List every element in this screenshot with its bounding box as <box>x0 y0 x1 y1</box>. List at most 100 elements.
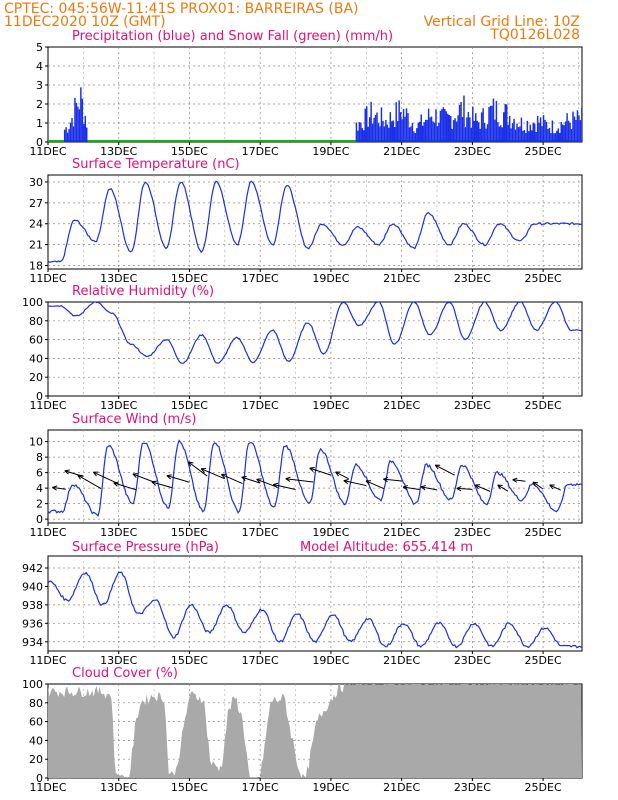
pressure-xtick-label: 23DEC <box>454 654 491 667</box>
wind-ytick-label: 6 <box>36 467 43 480</box>
precip-bar <box>411 122 414 142</box>
pressure-xtick-label: 21DEC <box>383 654 420 667</box>
wind-plot <box>48 439 582 517</box>
wind-direction-arrow <box>549 484 561 491</box>
pressure-xtick-label: 25DEC <box>525 654 562 667</box>
precip-bar <box>398 100 400 142</box>
pressure-ytick-label: 936 <box>22 617 43 630</box>
precip-bar <box>407 113 409 142</box>
precip-bar <box>385 119 387 142</box>
rh-xtick-label: 15DEC <box>171 399 208 412</box>
precip-bar <box>497 122 499 142</box>
precip-bar <box>503 112 505 142</box>
precip-bar <box>501 127 504 142</box>
precip-bar <box>520 117 523 142</box>
wind-ytick-label: 4 <box>36 482 43 495</box>
temp-ytick-label: 24 <box>29 218 43 231</box>
precip-bar <box>488 107 490 142</box>
precip-bar <box>476 120 478 142</box>
cloud-xtick-label: 15DEC <box>171 781 208 794</box>
precip-bar <box>448 115 450 142</box>
wind-direction-arrow <box>52 485 66 491</box>
header-grid-note: Vertical Grid Line: 10Z <box>424 14 580 30</box>
header-run-time: 11DEC2020 10Z (GMT) <box>4 14 166 30</box>
precip-bar <box>83 124 85 142</box>
wind-title: Surface Wind (m/s) <box>72 412 196 427</box>
precip-bar <box>382 120 384 142</box>
precip-bar <box>461 117 464 142</box>
wind-direction-arrow <box>200 467 226 480</box>
rh-xtick-label: 11DEC <box>29 399 66 412</box>
precip-bar <box>74 97 76 142</box>
precip-bar <box>430 116 433 142</box>
precip-bar <box>388 127 390 142</box>
temp-xtick-label: 21DEC <box>383 272 420 285</box>
precip-bar <box>457 115 459 142</box>
header-model-id: TQ0126L028 <box>489 27 580 43</box>
precip-bar <box>413 131 415 142</box>
precip-bar <box>380 107 383 142</box>
precip-bar <box>511 123 514 142</box>
temp-xtick-label: 23DEC <box>454 272 491 285</box>
precip-bar <box>439 110 442 142</box>
precip-bar <box>578 115 580 142</box>
wind-direction-arrow <box>420 485 438 491</box>
rh-xtick-label: 23DEC <box>454 399 491 412</box>
temp-ytick-label: 18 <box>29 260 43 273</box>
precip-bar <box>405 108 408 142</box>
wind-direction-arrow <box>365 480 385 490</box>
precip-bar <box>563 125 565 142</box>
precip-xtick-label: 21DEC <box>383 145 420 158</box>
wind-direction-arrow <box>166 474 190 483</box>
pressure-ytick-label: 934 <box>22 636 43 649</box>
precip-bar <box>427 108 430 142</box>
precip-bar <box>579 120 582 142</box>
precip-bar <box>417 122 420 142</box>
precip-bar <box>429 117 431 142</box>
precip-bar <box>77 106 79 142</box>
cloud-xtick-label: 25DEC <box>525 781 562 794</box>
precip-bar <box>483 122 486 142</box>
precip-bar <box>507 124 509 142</box>
precip-bar <box>551 120 554 142</box>
precip-bar <box>404 116 406 142</box>
precip-bar <box>576 110 579 142</box>
precip-bar <box>542 115 545 142</box>
wind-direction-arrow <box>512 477 526 483</box>
wind-direction-arrow <box>132 473 155 483</box>
precip-bar <box>442 107 445 142</box>
precip-bar <box>508 115 511 142</box>
temp-xtick-label: 17DEC <box>242 272 279 285</box>
precip-bar <box>416 128 418 142</box>
wind-direction-arrow <box>285 476 314 483</box>
precip-bar <box>80 87 82 142</box>
pressure-xtick-label: 19DEC <box>312 654 349 667</box>
precip-bar <box>528 131 530 142</box>
precip-bar <box>441 109 443 142</box>
precip-bar <box>420 114 422 142</box>
wind-xtick-label: 19DEC <box>312 526 349 539</box>
precip-bar <box>544 119 546 142</box>
precip-bar <box>513 118 515 142</box>
wind-xtick-label: 11DEC <box>29 526 66 539</box>
precip-bar <box>472 106 474 142</box>
precip-bar <box>463 95 465 142</box>
precip-bar <box>414 133 417 142</box>
precip-bar <box>553 133 555 142</box>
wind-series-line <box>48 439 582 517</box>
rh-xtick-label: 17DEC <box>242 399 279 412</box>
cloud-ytick-label: 100 <box>22 678 43 691</box>
wind-xtick-label: 25DEC <box>525 526 562 539</box>
precip-bar <box>379 126 381 142</box>
cloud-cover-area <box>48 684 582 778</box>
precip-xtick-label: 15DEC <box>171 145 208 158</box>
precip-bar <box>65 127 67 142</box>
precip-bar <box>492 98 495 142</box>
temp-xtick-label: 13DEC <box>100 272 137 285</box>
precip-bar <box>357 130 359 142</box>
precip-bar <box>455 121 458 142</box>
temp-series-line <box>48 180 582 263</box>
wind-direction-arrow <box>241 475 261 484</box>
precip-bar <box>445 111 448 142</box>
